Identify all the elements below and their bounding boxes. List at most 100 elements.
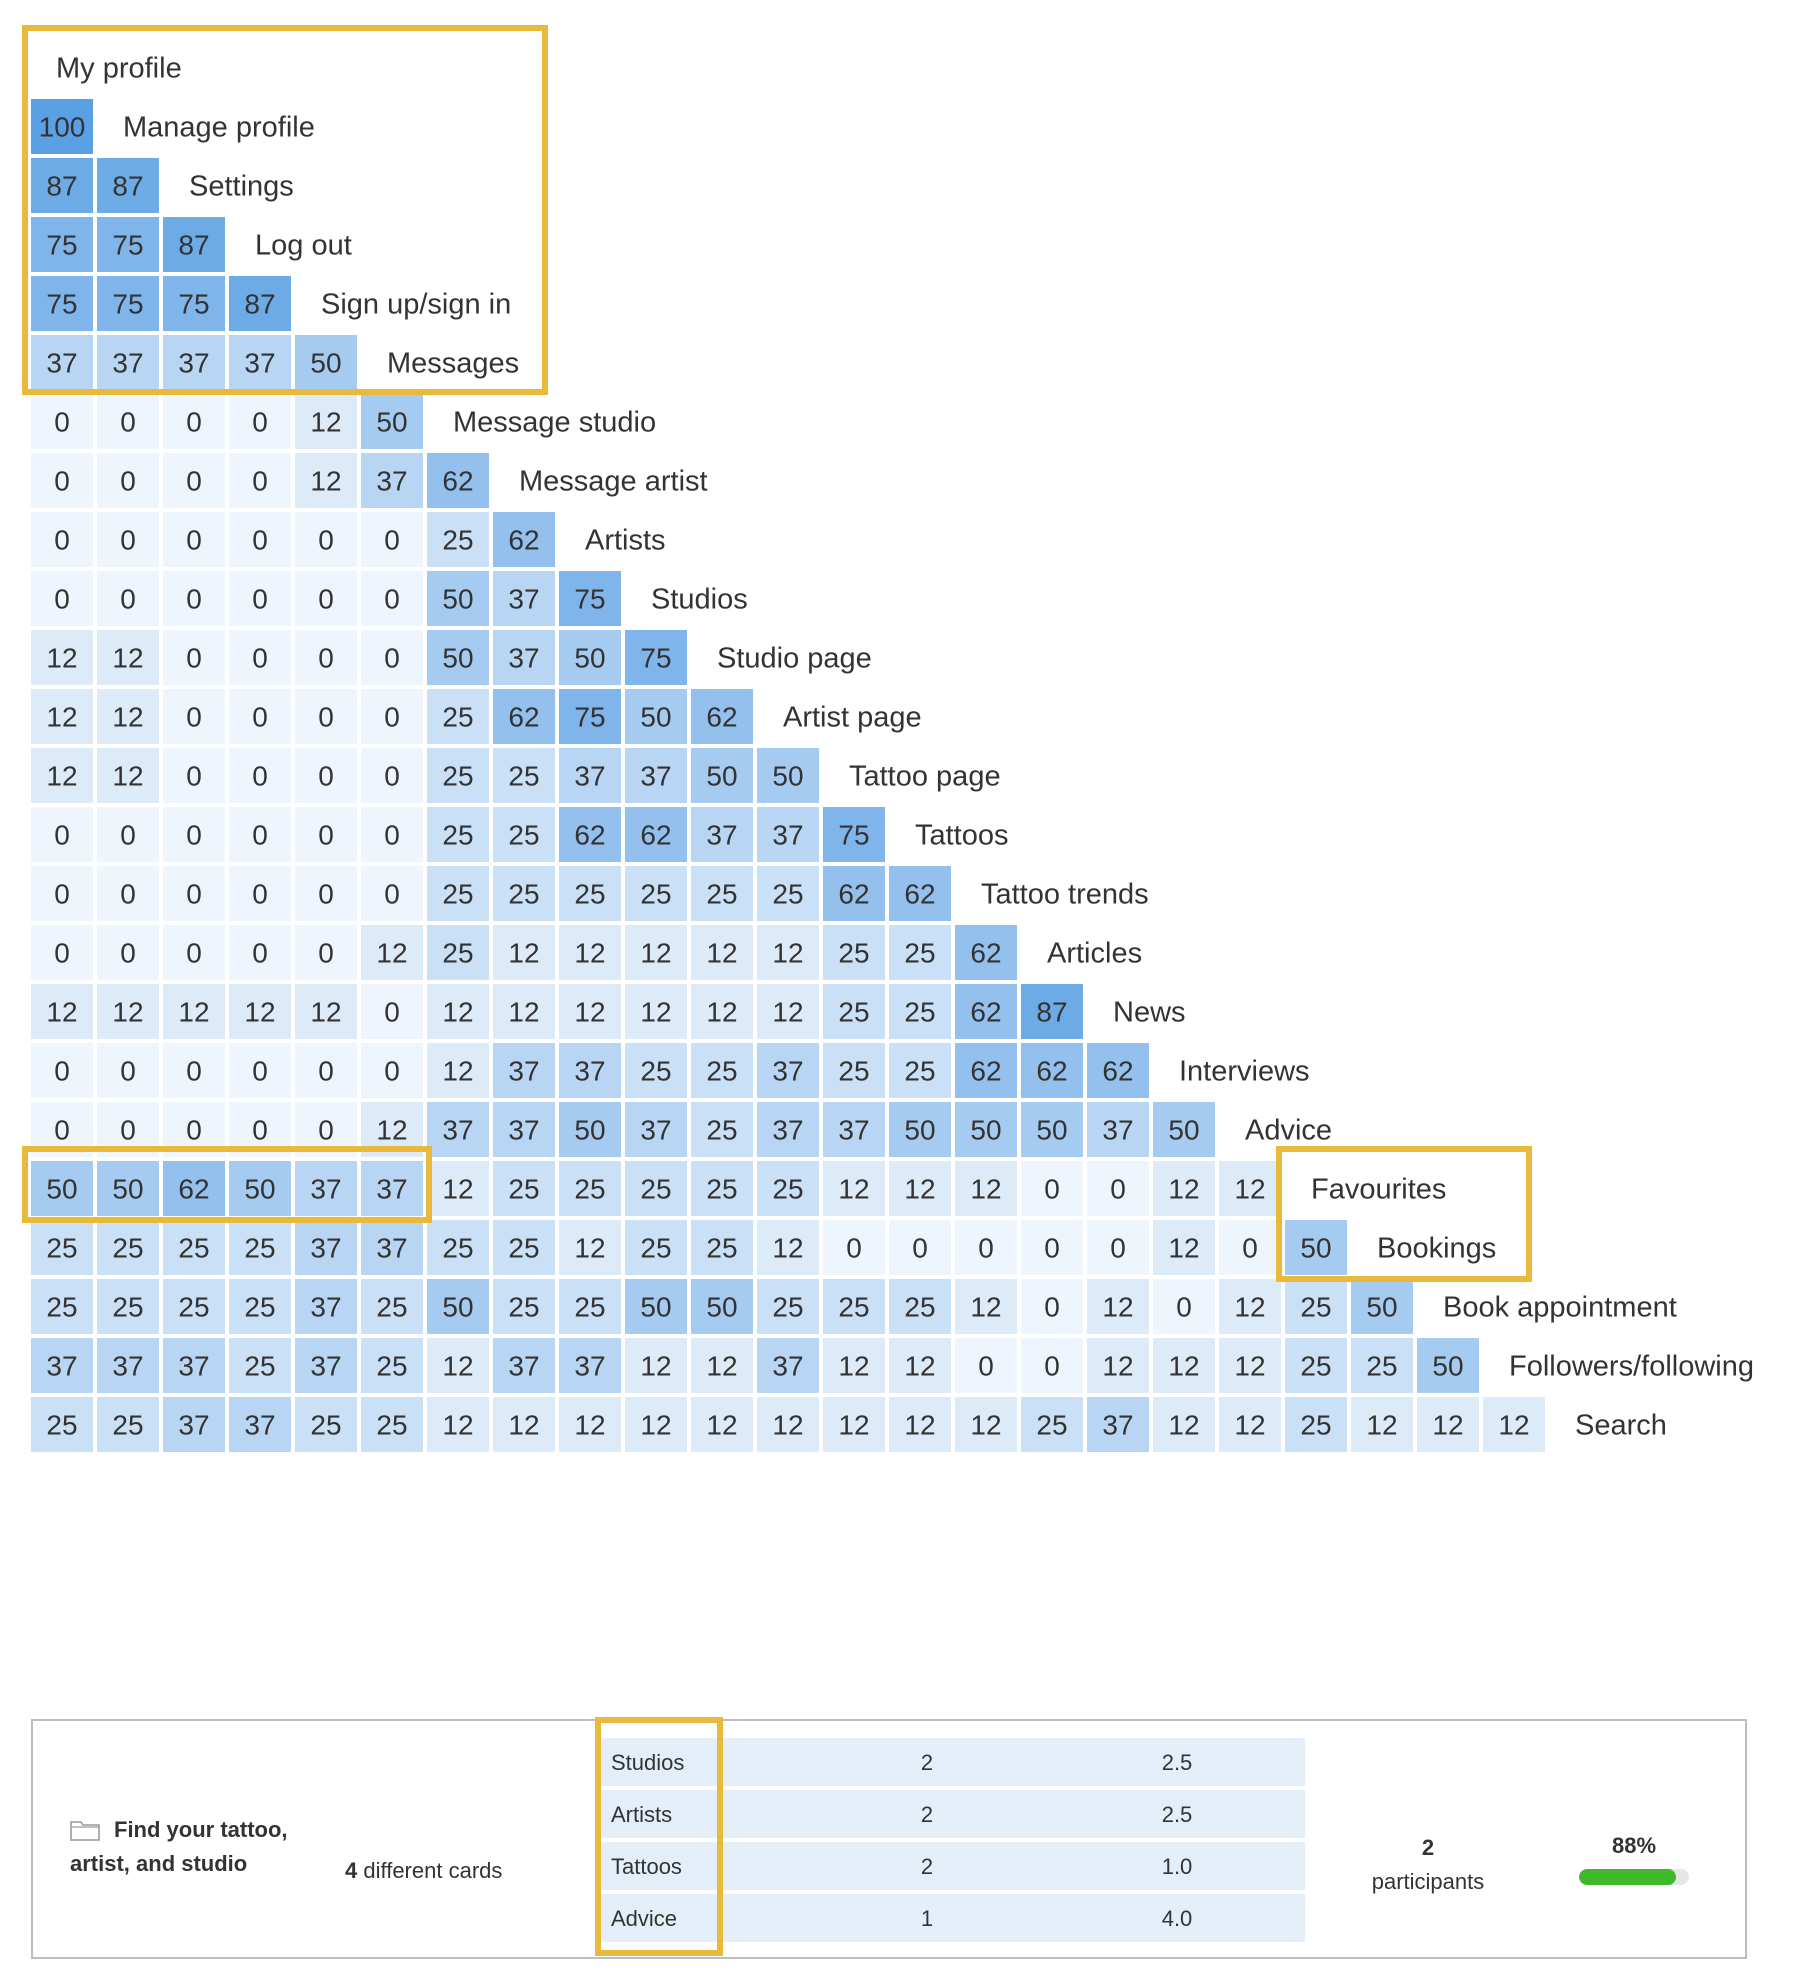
matrix-cell-value: 37 xyxy=(508,584,539,615)
matrix-row-label: Tattoo trends xyxy=(981,879,1149,911)
matrix-cell-value: 25 xyxy=(574,879,605,910)
matrix-cell-value: 25 xyxy=(838,1056,869,1087)
matrix-cell-value: 25 xyxy=(508,1174,539,1205)
matrix-cell-value: 25 xyxy=(112,1410,143,1441)
matrix-cell-value: 12 xyxy=(310,997,341,1028)
matrix-cell-value: 50 xyxy=(970,1115,1001,1146)
matrix-cell-value: 12 xyxy=(640,1351,671,1382)
matrix-cell-value: 12 xyxy=(574,1410,605,1441)
card-name: Tattoos xyxy=(611,1854,682,1879)
matrix-cell xyxy=(691,1397,753,1452)
similarity-matrix: My profile 100 Manage profile 87 87 Settings 7… xyxy=(22,25,1754,1452)
matrix-row-label: Studios xyxy=(651,584,748,616)
matrix-cell xyxy=(955,984,1017,1039)
matrix-cell xyxy=(889,866,951,921)
matrix-cell-value: 87 xyxy=(244,289,275,320)
matrix-cell xyxy=(361,689,423,744)
matrix-cell-value: 37 xyxy=(310,1174,341,1205)
matrix-cell xyxy=(163,1161,225,1216)
matrix-cell xyxy=(691,807,753,862)
matrix-cell-value: 62 xyxy=(838,879,869,910)
matrix-cell-value: 12 xyxy=(1498,1410,1529,1441)
matrix-cell-value: 37 xyxy=(772,1056,803,1087)
matrix-cell xyxy=(559,807,621,862)
matrix-cell-value: 12 xyxy=(838,1174,869,1205)
matrix-cell xyxy=(493,630,555,685)
matrix-cell-value: 25 xyxy=(904,1056,935,1087)
matrix-cell-value: 50 xyxy=(574,1115,605,1146)
matrix-cell-value: 25 xyxy=(178,1292,209,1323)
matrix-cell-value: 0 xyxy=(318,584,334,615)
matrix-cell-value: 25 xyxy=(244,1351,275,1382)
matrix-cell-value: 37 xyxy=(1102,1115,1133,1146)
matrix-cell-value: 0 xyxy=(186,584,202,615)
matrix-cell xyxy=(1021,1397,1083,1452)
matrix-row-label: Studio page xyxy=(717,643,872,675)
matrix-cell-value: 25 xyxy=(442,702,473,733)
matrix-cell xyxy=(427,512,489,567)
matrix-cell-value: 37 xyxy=(640,761,671,792)
matrix-cell-value: 0 xyxy=(252,407,268,438)
matrix-cell-value: 0 xyxy=(384,1056,400,1087)
matrix-cell xyxy=(295,984,357,1039)
matrix-cell-value: 0 xyxy=(318,761,334,792)
matrix-cell-value: 12 xyxy=(640,1410,671,1441)
matrix-cell-value: 25 xyxy=(838,997,869,1028)
matrix-cell xyxy=(1087,1397,1149,1452)
matrix-cell xyxy=(361,1279,423,1334)
matrix-row-label: Bookings xyxy=(1377,1233,1496,1265)
matrix-cell xyxy=(229,571,291,626)
participants-count: 2 xyxy=(1421,1835,1435,1860)
matrix-cell-value: 62 xyxy=(178,1174,209,1205)
matrix-cell-value: 0 xyxy=(1044,1292,1060,1323)
matrix-cell-value: 12 xyxy=(46,761,77,792)
matrix-cell xyxy=(493,1161,555,1216)
matrix-cell xyxy=(427,866,489,921)
matrix-cell-value: 0 xyxy=(120,820,136,851)
matrix-cell xyxy=(1021,1102,1083,1157)
matrix-cell xyxy=(1087,1161,1149,1216)
matrix-cell xyxy=(361,1161,423,1216)
matrix-cell xyxy=(691,1220,753,1275)
matrix-cell xyxy=(559,1279,621,1334)
matrix-cell xyxy=(97,748,159,803)
matrix-cell-value: 50 xyxy=(574,643,605,674)
matrix-cell-value: 37 xyxy=(376,1233,407,1264)
matrix-cell-value: 37 xyxy=(508,643,539,674)
matrix-row-label: Message artist xyxy=(519,466,708,498)
matrix-cell-value: 0 xyxy=(318,1056,334,1087)
matrix-cell xyxy=(757,1043,819,1098)
matrix-cell-value: 12 xyxy=(640,997,671,1028)
matrix-cell xyxy=(229,748,291,803)
matrix-cell-value: 25 xyxy=(1300,1351,1331,1382)
matrix-highlight-box xyxy=(1276,1146,1532,1282)
matrix-cell-value: 37 xyxy=(508,1351,539,1382)
matrix-cell xyxy=(31,571,93,626)
matrix-cell-value: 25 xyxy=(838,938,869,969)
matrix-cell xyxy=(757,1161,819,1216)
matrix-cell xyxy=(1021,1279,1083,1334)
matrix-cell xyxy=(163,571,225,626)
matrix-cell xyxy=(889,1279,951,1334)
participants-label: participants xyxy=(1371,1869,1485,1894)
matrix-cell-value: 50 xyxy=(772,761,803,792)
matrix-cell-value: 0 xyxy=(120,879,136,910)
matrix-cell xyxy=(163,1338,225,1393)
matrix-cell-value: 12 xyxy=(442,1410,473,1441)
matrix-cell-value: 37 xyxy=(772,820,803,851)
matrix-cell xyxy=(97,866,159,921)
matrix-cell-value: 0 xyxy=(120,938,136,969)
matrix-cell-value: 12 xyxy=(904,1174,935,1205)
matrix-cell xyxy=(625,630,687,685)
matrix-cell-value: 0 xyxy=(1044,1233,1060,1264)
matrix-cell xyxy=(1153,1102,1215,1157)
matrix-cell xyxy=(361,984,423,1039)
matrix-cell-value: 0 xyxy=(252,643,268,674)
matrix-cell xyxy=(361,748,423,803)
matrix-cell-value: 0 xyxy=(186,407,202,438)
card-row: Advice 1 4.0 xyxy=(597,1894,1305,1942)
matrix-cell-value: 12 xyxy=(112,761,143,792)
matrix-cell xyxy=(559,984,621,1039)
cards-count-text: 4 different cards xyxy=(345,1858,502,1884)
matrix-cell xyxy=(1153,1279,1215,1334)
